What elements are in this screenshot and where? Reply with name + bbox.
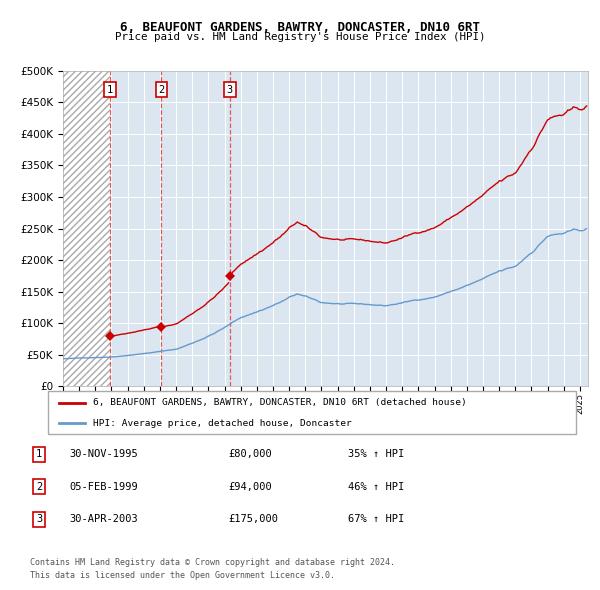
Text: £80,000: £80,000 <box>228 450 272 459</box>
Text: £175,000: £175,000 <box>228 514 278 524</box>
Text: 67% ↑ HPI: 67% ↑ HPI <box>348 514 404 524</box>
Text: 6, BEAUFONT GARDENS, BAWTRY, DONCASTER, DN10 6RT (detached house): 6, BEAUFONT GARDENS, BAWTRY, DONCASTER, … <box>93 398 467 407</box>
Bar <box>63 71 110 386</box>
Text: 6, BEAUFONT GARDENS, BAWTRY, DONCASTER, DN10 6RT: 6, BEAUFONT GARDENS, BAWTRY, DONCASTER, … <box>120 21 480 34</box>
Text: 05-FEB-1999: 05-FEB-1999 <box>69 482 138 491</box>
Text: 30-NOV-1995: 30-NOV-1995 <box>69 450 138 459</box>
Text: HPI: Average price, detached house, Doncaster: HPI: Average price, detached house, Donc… <box>93 418 352 428</box>
Text: 30-APR-2003: 30-APR-2003 <box>69 514 138 524</box>
Text: 3: 3 <box>227 85 233 95</box>
Text: £94,000: £94,000 <box>228 482 272 491</box>
Text: 35% ↑ HPI: 35% ↑ HPI <box>348 450 404 459</box>
Text: 1: 1 <box>107 85 113 95</box>
Text: 1: 1 <box>36 450 42 459</box>
Text: This data is licensed under the Open Government Licence v3.0.: This data is licensed under the Open Gov… <box>30 571 335 580</box>
Text: 46% ↑ HPI: 46% ↑ HPI <box>348 482 404 491</box>
FancyBboxPatch shape <box>48 391 576 434</box>
Text: 2: 2 <box>36 482 42 491</box>
Text: Price paid vs. HM Land Registry's House Price Index (HPI): Price paid vs. HM Land Registry's House … <box>115 32 485 42</box>
Text: 3: 3 <box>36 514 42 524</box>
Text: Contains HM Land Registry data © Crown copyright and database right 2024.: Contains HM Land Registry data © Crown c… <box>30 558 395 566</box>
Text: 2: 2 <box>158 85 164 95</box>
